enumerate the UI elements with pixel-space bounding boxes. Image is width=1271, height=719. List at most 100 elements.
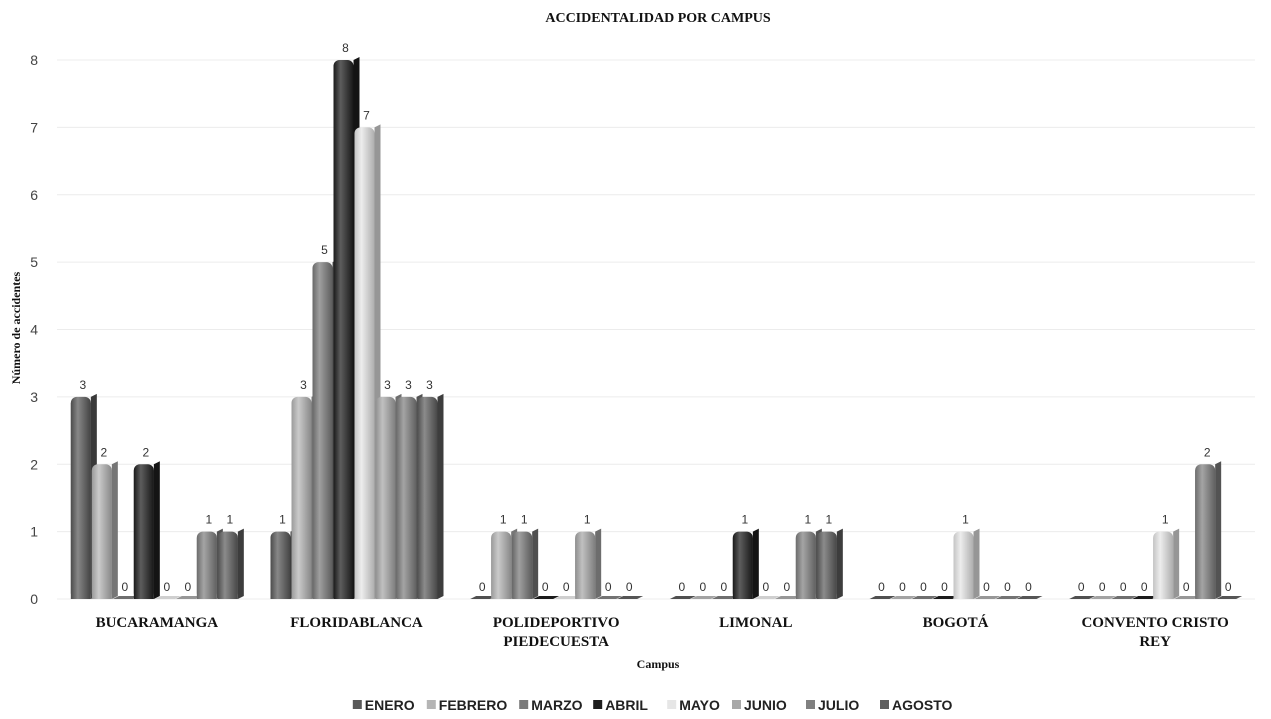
legend-swatch: [426, 700, 436, 709]
legend-swatch: [593, 700, 603, 709]
bar-body: [1195, 470, 1216, 599]
bar-zero: [554, 596, 581, 599]
data-label: 1: [1162, 513, 1169, 527]
bar-zero: [890, 596, 917, 599]
legend-label: MARZO: [531, 697, 582, 713]
data-label: 0: [184, 580, 191, 594]
y-tick-label: 6: [30, 187, 38, 203]
data-label: 0: [699, 580, 706, 594]
y-tick-label: 3: [30, 389, 38, 405]
y-tick-label: 2: [30, 456, 38, 472]
data-label: 0: [983, 580, 990, 594]
data-label: 1: [205, 513, 212, 527]
data-label: 0: [121, 580, 128, 594]
legend-swatch: [806, 700, 815, 709]
data-label: 0: [720, 580, 727, 594]
bar-side: [437, 393, 444, 599]
legend-swatch: [352, 700, 362, 709]
bar-body: [312, 268, 333, 599]
data-label: 0: [1183, 580, 1190, 594]
bar-zero: [774, 596, 801, 599]
data-label: 1: [500, 513, 507, 527]
data-label: 5: [321, 243, 328, 257]
bar-body: [512, 537, 533, 599]
bar-zero: [617, 596, 644, 599]
category-label: CONVENTO CRISTO REY: [1081, 615, 1228, 650]
data-label: 1: [226, 513, 233, 527]
bar-body: [396, 402, 417, 599]
data-label: 0: [678, 580, 685, 594]
data-label: 1: [825, 513, 832, 527]
data-label: 1: [804, 513, 811, 527]
y-tick-label: 8: [30, 52, 38, 68]
bar-body: [196, 537, 217, 599]
data-label: 0: [1141, 580, 1148, 594]
y-tick-label: 5: [30, 254, 38, 270]
category-label: FLORIDABLANCA: [290, 615, 423, 631]
bar-zero: [596, 596, 623, 599]
data-label: 0: [163, 580, 170, 594]
data-label: 0: [1099, 580, 1106, 594]
data-label: 8: [342, 41, 349, 55]
data-label: 0: [542, 580, 549, 594]
bar-body: [270, 537, 291, 599]
category-labels: BUCARAMANGA FLORIDABLANCA POLIDEPORTIVO PIE…: [96, 614, 1229, 650]
bar-body: [417, 402, 438, 599]
bar-body: [217, 537, 238, 599]
bar-body: [732, 537, 753, 599]
bar-body: [816, 537, 837, 599]
data-label: 1: [584, 513, 591, 527]
legend-label: MAYO: [679, 697, 720, 713]
bar-side: [532, 528, 539, 599]
bar-zero: [690, 596, 717, 599]
bar-zero: [711, 596, 738, 599]
legend-swatch: [667, 700, 677, 709]
bar-zero: [1090, 596, 1117, 599]
category-label: BOGOTÁ: [923, 614, 989, 631]
bar-side: [111, 461, 118, 599]
data-label: 0: [762, 580, 769, 594]
data-label: 7: [363, 108, 370, 122]
bar-side: [836, 528, 843, 599]
bar-body: [1153, 537, 1174, 599]
data-label: 0: [1120, 580, 1127, 594]
bar-zero: [1069, 596, 1096, 599]
chart-title: ACCIDENTALIDAD POR CAMPUS: [545, 11, 771, 26]
data-label: 3: [79, 378, 86, 392]
bar-zero: [1132, 596, 1159, 599]
y-axis-ticks: 0 1 2 3 4 5 6 7 8: [30, 52, 38, 607]
bar-side: [595, 528, 602, 599]
data-label: 1: [521, 513, 528, 527]
bar-zero: [1111, 596, 1138, 599]
data-label: 0: [899, 580, 906, 594]
bar-body: [291, 402, 312, 599]
data-label: 1: [962, 513, 969, 527]
data-label: 0: [1025, 580, 1032, 594]
data-label: 3: [405, 378, 412, 392]
legend: ENERO FEBRERO MARZO ABRIL MAYO JUNIO JULIO AGOS…: [352, 697, 953, 713]
y-tick-label: 7: [30, 119, 38, 135]
data-label: 0: [626, 580, 633, 594]
bar-side: [1173, 528, 1180, 599]
y-tick-label: 4: [30, 322, 38, 338]
y-tick-label: 1: [30, 524, 38, 540]
y-axis-title: Número de accidentes: [9, 271, 23, 384]
data-label: 0: [1225, 580, 1232, 594]
category-label: BUCARAMANGA: [96, 615, 219, 631]
bar-body: [375, 402, 396, 599]
bar-zero: [1016, 596, 1043, 599]
legend-label: AGOSTO: [892, 697, 953, 713]
bar-body: [491, 537, 512, 599]
legend-label: JUNIO: [744, 697, 787, 713]
data-label: 1: [279, 513, 286, 527]
data-label: 3: [300, 378, 307, 392]
bar-body: [333, 66, 354, 599]
bar-zero: [932, 596, 959, 599]
bar-body: [354, 133, 375, 599]
bar-side: [153, 461, 160, 599]
data-label: 1: [741, 513, 748, 527]
bars: [70, 57, 1243, 599]
data-label: 2: [142, 445, 149, 459]
